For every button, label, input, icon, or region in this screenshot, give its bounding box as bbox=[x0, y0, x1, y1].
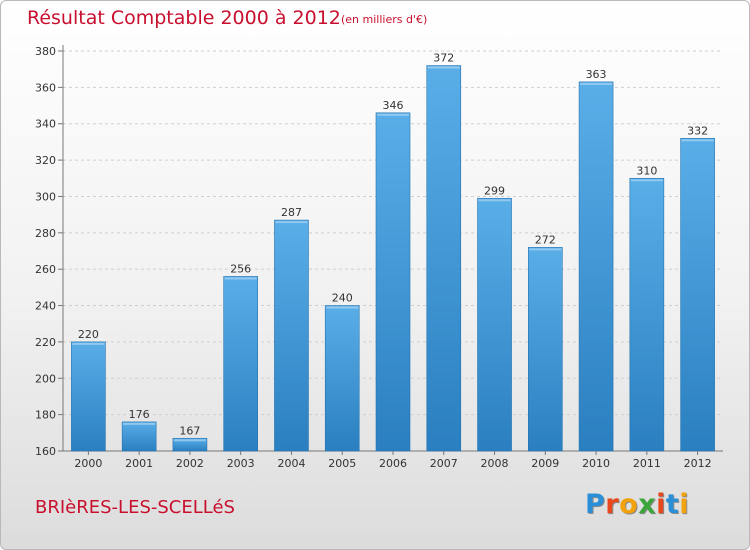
logo-letter: P bbox=[585, 489, 606, 520]
x-tick-label-2003: 2003 bbox=[227, 457, 255, 470]
bar-highlight bbox=[123, 422, 156, 425]
bar-2007 bbox=[426, 65, 462, 452]
y-tick-label: 160 bbox=[35, 445, 56, 458]
x-tick-label-2004: 2004 bbox=[277, 457, 305, 470]
y-tick-label: 200 bbox=[35, 372, 56, 385]
y-tick-label: 180 bbox=[35, 409, 56, 422]
x-tick-label-2010: 2010 bbox=[582, 457, 610, 470]
x-tick-label-2002: 2002 bbox=[176, 457, 204, 470]
data-label-2010: 363 bbox=[586, 68, 607, 81]
y-tick-label: 260 bbox=[35, 263, 56, 276]
logo-letter: x bbox=[638, 489, 657, 520]
logo-letter: r bbox=[605, 489, 620, 520]
data-label-2005: 240 bbox=[332, 292, 353, 305]
x-tick-label-2006: 2006 bbox=[379, 457, 407, 470]
x-tick-label-2007: 2007 bbox=[430, 457, 458, 470]
bar-2009 bbox=[528, 247, 563, 452]
logo-letter: t bbox=[665, 489, 680, 520]
y-tick-label: 280 bbox=[35, 227, 56, 240]
bar-highlight bbox=[529, 248, 562, 251]
logo-letter: i bbox=[656, 489, 666, 520]
bar-highlight bbox=[478, 199, 511, 202]
logo-letter: o bbox=[619, 489, 639, 520]
bar-highlight bbox=[630, 179, 663, 182]
data-label-2006: 346 bbox=[383, 99, 404, 112]
bar-2002 bbox=[172, 437, 208, 452]
data-label-2009: 272 bbox=[535, 233, 556, 246]
data-label-2004: 287 bbox=[281, 206, 302, 219]
bar-2011 bbox=[629, 177, 665, 452]
x-tick-label-2009: 2009 bbox=[531, 457, 559, 470]
bar-2008 bbox=[477, 197, 512, 452]
y-tick-label: 220 bbox=[35, 336, 56, 349]
x-tick-label-2000: 2000 bbox=[74, 457, 102, 470]
x-tick-label-2012: 2012 bbox=[684, 457, 712, 470]
place-name: BRIèRES-LES-SCELLéS bbox=[35, 497, 235, 518]
bar-highlight bbox=[681, 139, 714, 142]
y-tick-label: 360 bbox=[35, 81, 56, 94]
x-tick-label-2011: 2011 bbox=[633, 457, 661, 470]
x-tick-label-2005: 2005 bbox=[328, 457, 356, 470]
bar-2000 bbox=[71, 341, 106, 452]
x-tick-label-2001: 2001 bbox=[125, 457, 153, 470]
data-label-2011: 310 bbox=[636, 164, 657, 177]
bar-highlight bbox=[275, 221, 308, 224]
bar-highlight bbox=[427, 66, 460, 69]
bar-2005 bbox=[324, 305, 360, 452]
chart-title: Résultat Comptable 2000 à 2012 bbox=[27, 7, 341, 29]
bar-2006 bbox=[375, 112, 411, 452]
logo-letter: i bbox=[679, 489, 690, 520]
bar-2004 bbox=[274, 219, 309, 452]
bar-2001 bbox=[121, 421, 157, 452]
data-label-2000: 220 bbox=[78, 328, 99, 341]
bar-2003 bbox=[223, 276, 258, 452]
y-tick-label: 300 bbox=[35, 190, 56, 203]
data-label-2001: 176 bbox=[129, 408, 150, 421]
chart-subtitle: (en milliers d'€) bbox=[341, 13, 428, 26]
data-label-2008: 299 bbox=[484, 184, 505, 197]
bar-2012 bbox=[680, 137, 715, 452]
proxiti-logo: Proxiti bbox=[585, 489, 689, 520]
bar-highlight bbox=[173, 439, 206, 442]
data-label-2007: 372 bbox=[433, 52, 454, 65]
bars bbox=[71, 65, 715, 452]
bar-highlight bbox=[224, 277, 257, 280]
y-tick-label: 380 bbox=[35, 45, 56, 58]
bar-highlight bbox=[326, 306, 359, 309]
labels: 160 180 200 220 240 260 280 300 320 340 360 380 220 2… bbox=[35, 45, 712, 470]
y-tick-label: 240 bbox=[35, 300, 56, 313]
data-label-2012: 332 bbox=[687, 124, 708, 137]
y-tick-label: 320 bbox=[35, 154, 56, 167]
x-tick-label-2008: 2008 bbox=[481, 457, 509, 470]
data-label-2002: 167 bbox=[179, 424, 200, 437]
bar-highlight bbox=[580, 82, 613, 85]
bar-highlight bbox=[72, 342, 105, 345]
data-label-2003: 256 bbox=[230, 262, 251, 275]
bar-2010 bbox=[578, 81, 614, 452]
bar-highlight bbox=[377, 113, 409, 116]
y-tick-label: 340 bbox=[35, 118, 56, 131]
